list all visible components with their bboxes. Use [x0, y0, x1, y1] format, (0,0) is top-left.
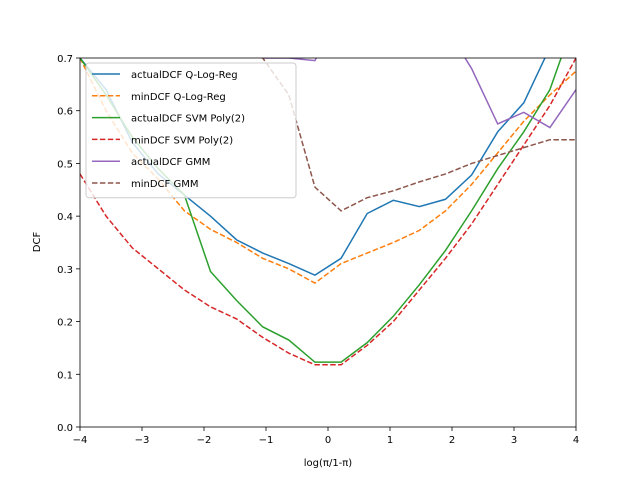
- x-tick-label: 4: [573, 435, 579, 446]
- x-tick-label: 1: [387, 435, 393, 446]
- legend-label: minDCF GMM: [131, 179, 198, 190]
- y-axis-label: DCF: [32, 232, 43, 253]
- legend-label: minDCF SVM Poly(2): [131, 135, 233, 146]
- legend-label: actualDCF Q-Log-Reg: [131, 70, 238, 81]
- x-tick-label: −3: [135, 435, 150, 446]
- y-tick-label: 0.3: [57, 265, 73, 276]
- series-line: [80, 58, 576, 366]
- series-line: [260, 58, 576, 212]
- series-line: [261, 58, 576, 129]
- x-tick-label: −1: [259, 435, 274, 446]
- y-tick-label: 0.1: [57, 370, 73, 381]
- legend-label: actualDCF SVM Poly(2): [131, 114, 245, 125]
- legend-box: [85, 62, 297, 199]
- y-tick-label: 0.4: [57, 212, 73, 223]
- y-tick-label: 0.2: [57, 318, 73, 329]
- x-tick-label: 0: [325, 435, 331, 446]
- x-tick-label: −2: [197, 435, 212, 446]
- legend-label: actualDCF GMM: [131, 157, 210, 168]
- y-tick-label: 0.6: [57, 107, 73, 118]
- x-tick-label: −4: [73, 435, 88, 446]
- y-tick-label: 0.7: [57, 54, 73, 65]
- x-tick-label: 3: [511, 435, 517, 446]
- y-tick-label: 0.5: [57, 159, 73, 170]
- y-tick-label: 0.0: [57, 423, 73, 434]
- x-tick-label: 2: [449, 435, 455, 446]
- x-axis-label: log(π/1-π): [304, 458, 353, 469]
- legend-label: minDCF Q-Log-Reg: [131, 92, 226, 103]
